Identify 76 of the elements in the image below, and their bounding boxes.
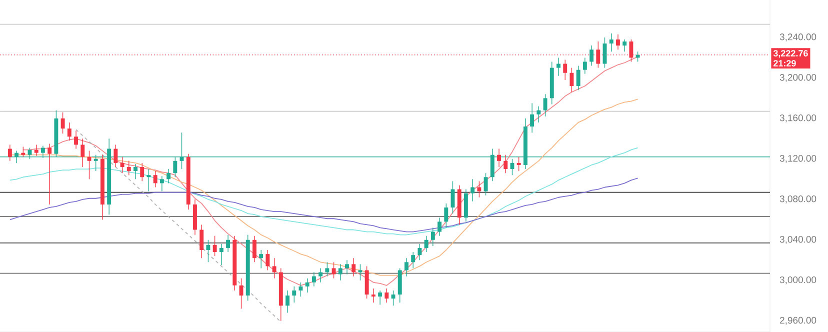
ref-line-label: 3,222.76 <box>773 50 808 58</box>
y-tick-label: 3,200.00 <box>780 74 816 82</box>
candlestick <box>536 106 541 123</box>
candlestick <box>146 168 151 192</box>
candlestick <box>266 250 270 271</box>
candlestick <box>543 94 548 117</box>
candlestick <box>556 57 560 76</box>
candlestick <box>404 258 408 277</box>
candlestick <box>259 250 264 269</box>
candlestick <box>305 278 310 293</box>
candlestick <box>67 122 72 142</box>
candlestick <box>338 264 342 281</box>
candlestick <box>286 290 290 314</box>
candlestick <box>477 180 482 198</box>
candlestick <box>444 203 448 228</box>
y-tick-label: 3,000.00 <box>780 276 816 284</box>
text: 21:29 <box>774 60 796 66</box>
candlestick <box>371 288 376 303</box>
candlestick <box>74 130 78 150</box>
candlestick <box>60 112 65 134</box>
candlestick <box>200 224 204 258</box>
candlestick <box>590 45 594 66</box>
candlestick <box>616 34 620 50</box>
candlestick <box>504 154 508 174</box>
candlestick <box>622 39 627 52</box>
candlestick <box>80 138 85 168</box>
y-tick-label: 2,960.00 <box>780 316 816 325</box>
y-tick-label: 3,240.00 <box>780 34 816 42</box>
candlestick <box>484 172 488 196</box>
candlestick <box>378 290 382 306</box>
candlestick <box>384 288 389 303</box>
candlestick <box>530 102 534 133</box>
candlestick <box>576 65 580 90</box>
candlestick <box>497 148 501 168</box>
candlestick <box>160 176 164 192</box>
candlestick <box>424 235 428 252</box>
y-tick-label: 3,160.00 <box>780 114 816 122</box>
candlestick <box>430 227 435 246</box>
candlestick <box>470 178 475 202</box>
candlestick <box>292 286 296 303</box>
candlestick <box>563 59 568 80</box>
candlestick <box>570 67 574 92</box>
candlestick <box>438 217 442 236</box>
candlestick <box>325 262 330 277</box>
candlestick <box>34 144 38 156</box>
candlestick <box>140 162 144 182</box>
candlestick <box>206 240 210 262</box>
candlestick <box>332 262 336 279</box>
candlestick <box>582 57 587 74</box>
candlestick <box>212 235 217 256</box>
candlestick <box>219 244 224 266</box>
candlestick <box>134 164 138 180</box>
candlestick <box>318 268 323 283</box>
candlestick <box>636 51 640 62</box>
candlestick <box>345 260 349 275</box>
candlestick <box>153 170 158 188</box>
candlestick <box>226 234 230 252</box>
candlestick <box>126 160 131 176</box>
y-tick-label: 3,040.00 <box>780 236 816 244</box>
candlestick <box>21 146 26 158</box>
candlestick <box>411 252 416 269</box>
candlestick <box>272 258 276 279</box>
candlestick <box>120 156 124 174</box>
candlestick <box>516 156 521 172</box>
candlestick <box>358 264 362 281</box>
y-tick-label: 3,080.00 <box>780 195 816 204</box>
candlestick <box>166 168 171 184</box>
candlestick <box>352 258 356 277</box>
candlestick <box>609 33 614 52</box>
candlestick <box>418 244 422 260</box>
candlestick <box>114 144 118 168</box>
candlestick <box>252 235 256 262</box>
candlestick <box>8 144 12 162</box>
y-tick-label: 3,120.00 <box>780 154 816 163</box>
candlestick <box>312 272 316 287</box>
candlestick <box>48 143 52 205</box>
